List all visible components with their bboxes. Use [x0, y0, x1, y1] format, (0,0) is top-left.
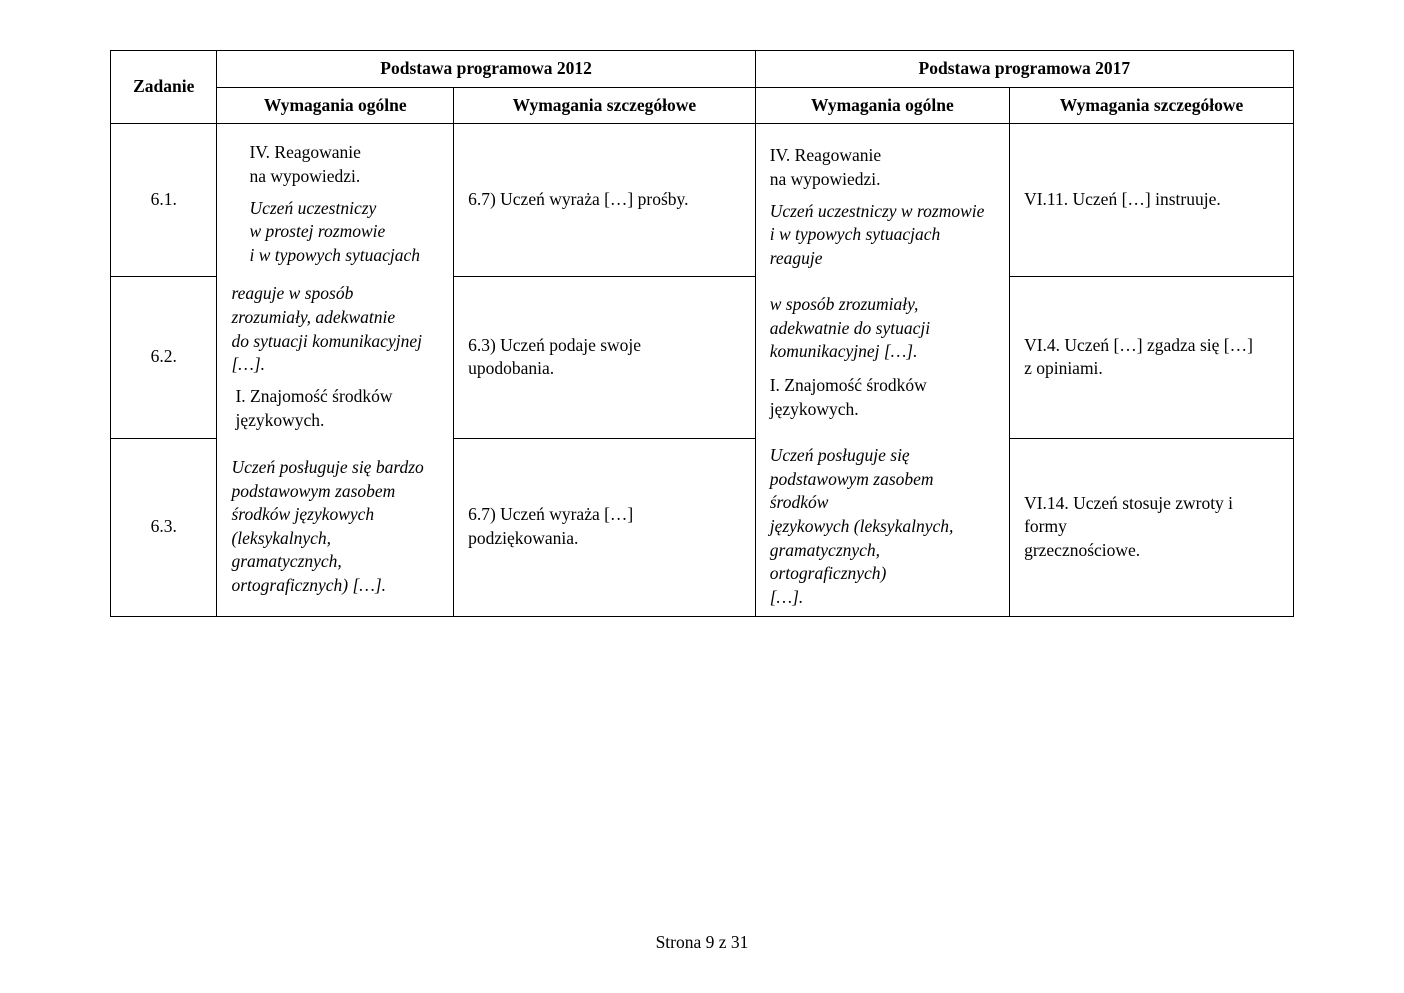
text-line: 6.3) Uczeń podaje swoje — [468, 334, 741, 358]
text-line: środków językowych — [231, 503, 439, 527]
cell-szcz-2012-62: 6.3) Uczeń podaje swoje upodobania. — [454, 276, 756, 438]
cell-zadanie-63: 6.3. — [111, 438, 217, 616]
cell-ogolne-2017-63: Uczeń posługuje się podstawowym zasobem … — [755, 438, 1009, 616]
text-line: adekwatnie do sytuacji — [770, 317, 995, 341]
text-line: upodobania. — [468, 357, 741, 381]
text-line: IV. Reagowanie — [770, 144, 995, 168]
text-line: 6.7) Uczeń wyraża […] — [468, 503, 741, 527]
header-zadanie: Zadanie — [111, 51, 217, 124]
page-footer: Strona 9 z 31 — [0, 932, 1404, 953]
table-row: 6.3. Uczeń posługuje się bardzo podstawo… — [111, 438, 1294, 616]
text-line: z opiniami. — [1024, 357, 1279, 381]
text-line: I. Znajomość środków — [770, 374, 995, 398]
text-line: reaguje w sposób — [231, 282, 439, 306]
text-line: Uczeń posługuje się — [770, 444, 995, 468]
text-line: i w typowych sytuacjach reaguje — [770, 223, 995, 270]
cell-szcz-2017-61: VI.11. Uczeń […] instruuje. — [1010, 124, 1294, 277]
text-line: podziękowania. — [468, 527, 741, 551]
header-wym-ogolne-2017: Wymagania ogólne — [755, 87, 1009, 124]
text-line: grzecznościowe. — [1024, 539, 1279, 563]
header-wym-szczegolowe-2012: Wymagania szczegółowe — [454, 87, 756, 124]
table-row: 6.2. reaguje w sposób zrozumiały, adekwa… — [111, 276, 1294, 438]
header-pp2012: Podstawa programowa 2012 — [217, 51, 755, 88]
text-line: I. Znajomość środków — [231, 385, 439, 409]
text-line: Uczeń uczestniczy w rozmowie — [770, 200, 995, 224]
cell-ogolne-2017-61: IV. Reagowanie na wypowiedzi. Uczeń ucze… — [755, 124, 1009, 277]
header-pp2017: Podstawa programowa 2017 — [755, 51, 1293, 88]
page-container: Zadanie Podstawa programowa 2012 Podstaw… — [0, 0, 1404, 617]
header-wym-szczegolowe-2017: Wymagania szczegółowe — [1010, 87, 1294, 124]
text-line: podstawowym zasobem — [231, 480, 439, 504]
text-line: IV. Reagowanie — [231, 141, 439, 165]
cell-szcz-2017-63: VI.14. Uczeń stosuje zwroty i formy grze… — [1010, 438, 1294, 616]
cell-zadanie-62: 6.2. — [111, 276, 217, 438]
text-line: […]. — [770, 586, 995, 610]
cell-ogolne-2012-63: Uczeń posługuje się bardzo podstawowym z… — [217, 438, 454, 616]
text-line: na wypowiedzi. — [770, 168, 995, 192]
cell-szcz-2012-63: 6.7) Uczeń wyraża […] podziękowania. — [454, 438, 756, 616]
text-line: (leksykalnych, — [231, 527, 439, 551]
text-line: do sytuacji komunikacyjnej — [231, 330, 439, 354]
text-line: językowych. — [231, 409, 439, 433]
text-line: […]. — [231, 353, 439, 377]
text-line: językowych. — [770, 398, 995, 422]
text-line: językowych (leksykalnych, — [770, 515, 995, 539]
text-line: komunikacyjnej […]. — [770, 340, 995, 364]
text-line: Uczeń uczestniczy — [231, 197, 439, 221]
text-line: VI.4. Uczeń […] zgadza się […] — [1024, 334, 1279, 358]
text-line: podstawowym zasobem środków — [770, 468, 995, 515]
text-line: i w typowych sytuacjach — [231, 244, 439, 268]
requirements-table: Zadanie Podstawa programowa 2012 Podstaw… — [110, 50, 1294, 617]
table-header: Zadanie Podstawa programowa 2012 Podstaw… — [111, 51, 1294, 124]
text-line: gramatycznych, ortograficznych) — [770, 539, 995, 586]
cell-ogolne-2017-62: w sposób zrozumiały, adekwatnie do sytua… — [755, 276, 1009, 438]
text-line: Uczeń posługuje się bardzo — [231, 456, 439, 480]
text-line: ortograficznych) […]. — [231, 574, 439, 598]
cell-szcz-2012-61: 6.7) Uczeń wyraża […] prośby. — [454, 124, 756, 277]
cell-zadanie-61: 6.1. — [111, 124, 217, 277]
header-wym-ogolne-2012: Wymagania ogólne — [217, 87, 454, 124]
cell-ogolne-2012-62: reaguje w sposób zrozumiały, adekwatnie … — [217, 276, 454, 438]
text-line: w prostej rozmowie — [231, 220, 439, 244]
cell-ogolne-2012-61: IV. Reagowanie na wypowiedzi. Uczeń ucze… — [217, 124, 454, 277]
cell-szcz-2017-62: VI.4. Uczeń […] zgadza się […] z opiniam… — [1010, 276, 1294, 438]
text-line: gramatycznych, — [231, 550, 439, 574]
text-line: w sposób zrozumiały, — [770, 293, 995, 317]
text-line: VI.14. Uczeń stosuje zwroty i formy — [1024, 492, 1279, 539]
table-row: 6.1. IV. Reagowanie na wypowiedzi. Uczeń… — [111, 124, 1294, 277]
text-line: na wypowiedzi. — [231, 165, 439, 189]
text-line: zrozumiały, adekwatnie — [231, 306, 439, 330]
